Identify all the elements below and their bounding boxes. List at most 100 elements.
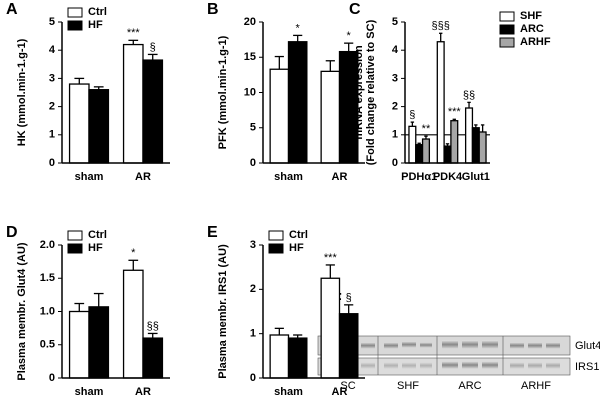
legend-swatch (67, 230, 83, 241)
x-tick-label: Glut1 (462, 171, 490, 183)
bar (464, 107, 474, 164)
group-label: ARC (458, 380, 481, 392)
bar (408, 125, 417, 164)
x-tick-label: AR (332, 386, 348, 398)
bar (122, 269, 144, 379)
legend-swatch (67, 243, 83, 254)
y-tick-label: 5 (392, 16, 398, 28)
y-tick-label: 2 (250, 283, 256, 295)
x-tick-label: sham (274, 171, 303, 183)
bar (421, 138, 431, 164)
group-label: ARHF (521, 380, 551, 392)
y-tick-label: 1 (49, 129, 55, 141)
x-tick-label: sham (75, 386, 104, 398)
bar (320, 70, 341, 164)
panel-label: B (207, 1, 219, 18)
y-axis-title: Plasma membr. IRS1 (AU) (217, 244, 229, 379)
bar (122, 43, 144, 164)
legend-label: ARHF (520, 36, 551, 48)
y-tick-label: 1 (250, 328, 256, 340)
y-tick-label: 4 (49, 44, 56, 56)
panel-label: E (207, 224, 218, 241)
y-tick-label: 2 (392, 101, 398, 113)
annotation: § (346, 292, 352, 304)
bar (68, 83, 90, 164)
x-tick-label: sham (274, 386, 303, 398)
panel-label: C (349, 1, 361, 18)
panel-label: D (6, 224, 18, 241)
bar (450, 120, 459, 164)
bar (269, 68, 290, 164)
bar (443, 145, 452, 164)
y-tick-label: 1.0 (40, 305, 55, 317)
legend-swatch (499, 24, 515, 35)
legend-label: Ctrl (289, 229, 308, 241)
bar (88, 306, 110, 379)
bar (142, 337, 164, 379)
y-tick-label: 0 (250, 157, 256, 169)
y-tick-label: 1 (392, 129, 398, 141)
y-axis-title: HK (mmol.min-1.g-1) (16, 38, 28, 146)
bar (287, 41, 308, 164)
y-tick-label: 2.0 (40, 239, 55, 251)
x-tick-label: sham (75, 171, 104, 183)
annotation: * (347, 30, 352, 42)
y-tick-label: 20 (244, 16, 256, 28)
legend-swatch (67, 7, 83, 18)
x-tick-label: PDHα1 (401, 171, 437, 183)
bar (478, 131, 487, 164)
annotation: § (409, 109, 415, 121)
legend-swatch (268, 230, 284, 241)
y-tick-label: 0.5 (40, 339, 55, 351)
y-tick-label: 0 (49, 372, 55, 384)
y-tick-label: 15 (244, 51, 256, 63)
legend-swatch (67, 20, 83, 31)
y-tick-label: 3 (250, 239, 256, 251)
annotation: * (296, 22, 301, 34)
bar (142, 59, 164, 164)
annotation: § (150, 41, 156, 53)
legend-label: ARC (520, 23, 544, 35)
y-tick-label: 5 (49, 16, 55, 28)
y-tick-label: 2 (49, 101, 55, 113)
y-tick-label: 5 (250, 122, 256, 134)
y-tick-label: 0 (392, 157, 398, 169)
blot-image (317, 335, 571, 376)
annotation: * (131, 247, 136, 259)
legend-label: HF (88, 242, 103, 254)
annotation: *** (324, 252, 338, 264)
legend-label: Ctrl (88, 229, 107, 241)
bar (269, 334, 290, 379)
bar (338, 313, 359, 379)
bar (88, 89, 110, 164)
annotation: §§ (463, 89, 475, 101)
y-axis-title: PFK (mmol.min-1.g-1) (217, 35, 229, 149)
y-axis-title: mRNA expression (353, 45, 365, 140)
group-label: SC (340, 380, 355, 392)
bar (415, 144, 424, 164)
annotation: §§ (147, 320, 159, 332)
bar (287, 337, 308, 379)
y-axis-title: Plasma membr. Glut4 (AU) (16, 242, 28, 380)
bar (320, 277, 341, 379)
group-label: SHF (397, 380, 419, 392)
y-tick-label: 10 (244, 86, 256, 98)
legend-label: SHF (520, 10, 542, 22)
x-tick-label: PDK4 (433, 171, 463, 183)
legend-label: HF (289, 242, 304, 254)
y-axis-title: (Fold change relative to SC) (365, 19, 377, 165)
legend-swatch (499, 11, 515, 22)
band-label: Glut4 (575, 340, 600, 352)
x-tick-label: AR (332, 171, 348, 183)
y-tick-label: 0 (49, 157, 55, 169)
legend-label: Ctrl (88, 6, 107, 18)
band-label: IRS1 (575, 361, 599, 373)
y-tick-label: 0 (250, 372, 256, 384)
bar (68, 310, 90, 379)
annotation: *** (448, 106, 462, 118)
annotation: §§§ (432, 20, 450, 32)
bar (471, 127, 480, 164)
y-tick-label: 3 (49, 72, 55, 84)
x-tick-label: AR (135, 386, 151, 398)
